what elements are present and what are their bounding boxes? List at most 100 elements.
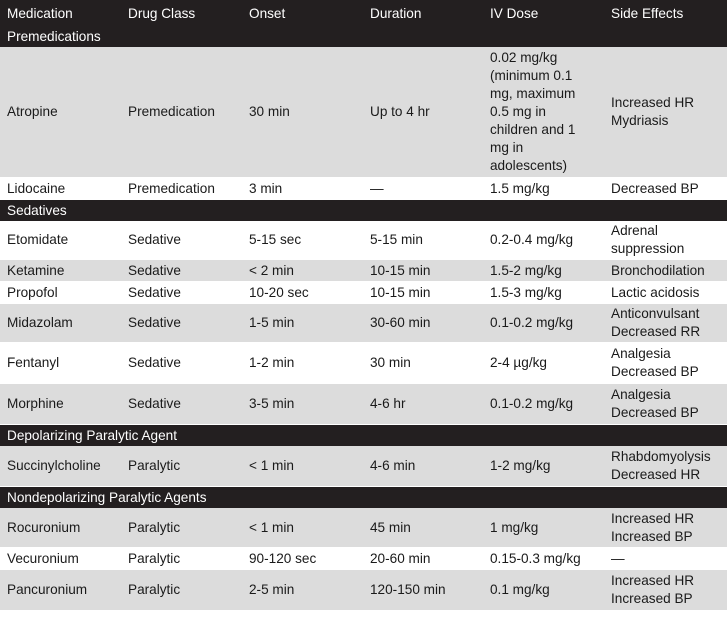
cell-iv-dose: 0.02 mg/kg (minimum 0.1 mg, maximum 0.5 … [483,47,604,178]
side-effect-item: Decreased BP [611,180,699,196]
side-effect-item: Rhabdomyolysis [611,449,711,464]
side-effect-item: Increased HR [611,573,695,588]
cell-iv-dose: 0.15-0.3 mg/kg [483,547,604,570]
cell-side-effects: Increased HR Increased BP [604,569,727,611]
table-row: Fentanyl Sedative 1-2 min 30 min 2-4 µg/kg An… [0,342,727,384]
table-row: Ketamine Sedative < 2 min 10-15 min 1.5-2 mg… [0,259,727,282]
table-row: Vecuronium Paralytic 90-120 sec 20-60 min 0.… [0,547,727,570]
side-effect-item: Analgesia [611,346,671,361]
cell-side-effects: Analgesia Decreased BP [604,342,727,384]
cell-iv-dose: 2-4 µg/kg [483,342,604,384]
cell-medication: Morphine [0,383,121,425]
table-body: Premedications Atropine Premedication 30 mi… [0,26,727,611]
cell-medication: Succinylcholine [0,446,121,487]
section-header-row: Depolarizing Paralytic Agent [0,424,727,446]
cell-duration: Up to 4 hr [363,47,483,178]
side-effect-item: Increased HR [611,95,695,110]
cell-duration: 5-15 min [363,221,483,260]
cell-side-effects: Analgesia Decreased BP [604,383,727,425]
cell-iv-dose: 0.1-0.2 mg/kg [483,303,604,343]
cell-drug-class: Sedative [121,342,242,384]
cell-duration: 10-15 min [363,281,483,304]
side-effect-item: Adrenal suppression [611,223,685,256]
table-row: Etomidate Sedative 5-15 sec 5-15 min 0.2-0.4… [0,221,727,260]
side-effect-item: Decreased RR [611,324,701,339]
table-row: Morphine Sedative 3-5 min 4-6 hr 0.1-0.2 mg/… [0,383,727,425]
side-effect-item: Anticonvulsant [611,306,700,321]
cell-iv-dose: 1.5-3 mg/kg [483,281,604,304]
cell-drug-class: Sedative [121,221,242,260]
cell-side-effects: — [604,547,727,570]
cell-side-effects: Increased HR Increased BP [604,508,727,548]
column-header-medication: Medication [0,0,121,26]
cell-iv-dose: 1 mg/kg [483,508,604,548]
table-header-row: Medication Drug Class Onset Duration IV … [0,0,727,26]
cell-drug-class: Sedative [121,259,242,282]
side-effect-item: Mydriasis [611,113,669,128]
cell-medication: Ketamine [0,259,121,282]
cell-onset: < 1 min [242,508,363,548]
cell-duration: 20-60 min [363,547,483,570]
cell-drug-class: Sedative [121,383,242,425]
cell-onset: 3-5 min [242,383,363,425]
cell-medication: Atropine [0,47,121,178]
cell-onset: 3 min [242,177,363,200]
cell-onset: 2-5 min [242,569,363,611]
section-title: Premedications [0,26,727,47]
column-header-duration: Duration [363,0,483,26]
cell-drug-class: Premedication [121,177,242,200]
cell-drug-class: Paralytic [121,569,242,611]
section-header-row: Sedatives [0,199,727,221]
cell-side-effects: Decreased BP [604,177,727,200]
cell-side-effects: Anticonvulsant Decreased RR [604,303,727,343]
section-header-row: Nondepolarizing Paralytic Agents [0,486,727,508]
section-title: Sedatives [0,199,727,221]
section-title: Depolarizing Paralytic Agent [0,424,727,446]
side-effect-item: Increased BP [611,528,693,544]
table-row: Rocuronium Paralytic < 1 min 45 min 1 mg/kg I… [0,508,727,548]
cell-duration: 120-150 min [363,569,483,611]
cell-medication: Lidocaine [0,177,121,200]
cell-medication: Rocuronium [0,508,121,548]
cell-medication: Midazolam [0,303,121,343]
table-row: Propofol Sedative 10-20 sec 10-15 min 1.5-3 … [0,281,727,304]
cell-drug-class: Paralytic [121,446,242,487]
side-effect-item: Lactic acidosis [611,284,700,300]
cell-onset: 5-15 sec [242,221,363,260]
section-header-row: Premedications [0,26,727,47]
cell-side-effects: Bronchodilation [604,259,727,282]
column-header-drug-class: Drug Class [121,0,242,26]
cell-medication: Propofol [0,281,121,304]
side-effect-item: Bronchodilation [611,262,705,278]
cell-iv-dose: 1.5 mg/kg [483,177,604,200]
side-effect-item: — [611,550,625,566]
cell-duration: 45 min [363,508,483,548]
cell-medication: Etomidate [0,221,121,260]
cell-side-effects: Adrenal suppression [604,221,727,260]
cell-duration: 10-15 min [363,259,483,282]
side-effect-item: Increased HR [611,510,695,526]
column-header-iv-dose: IV Dose [483,0,604,26]
cell-side-effects: Lactic acidosis [604,281,727,304]
column-header-onset: Onset [242,0,363,26]
section-title: Nondepolarizing Paralytic Agents [0,486,727,508]
cell-side-effects: Increased HR Mydriasis [604,47,727,178]
cell-duration: 30 min [363,342,483,384]
cell-onset: < 1 min [242,446,363,487]
cell-drug-class: Premedication [121,47,242,178]
cell-iv-dose: 1-2 mg/kg [483,446,604,487]
cell-onset: 1-5 min [242,303,363,343]
cell-drug-class: Sedative [121,281,242,304]
cell-side-effects: Rhabdomyolysis Decreased HR [604,446,727,487]
cell-onset: 90-120 sec [242,547,363,570]
cell-drug-class: Paralytic [121,508,242,548]
cell-iv-dose: 1.5-2 mg/kg [483,259,604,282]
cell-iv-dose: 0.1 mg/kg [483,569,604,611]
cell-duration: — [363,177,483,200]
side-effect-item: Decreased HR [611,467,701,482]
table-row: Pancuronium Paralytic 2-5 min 120-150 min 0.… [0,569,727,611]
cell-onset: 30 min [242,47,363,178]
cell-duration: 4-6 min [363,446,483,487]
side-effect-item: Decreased BP [611,405,699,420]
side-effect-item: Decreased BP [611,364,699,379]
